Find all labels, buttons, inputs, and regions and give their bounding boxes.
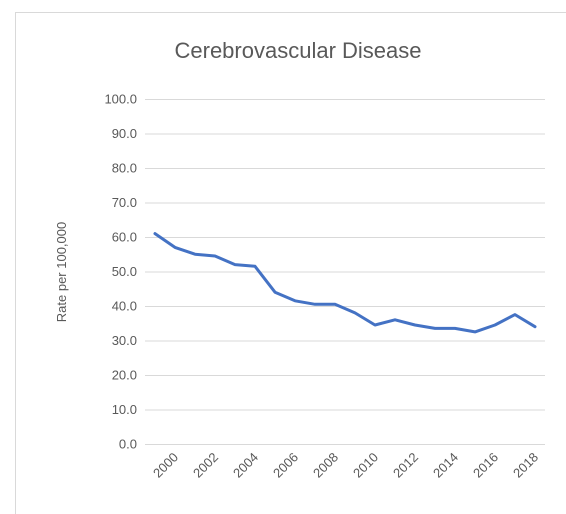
y-tick-label: 70.0 xyxy=(112,195,137,210)
x-tick-label: 2000 xyxy=(150,450,181,481)
y-tick-label: 50.0 xyxy=(112,264,137,279)
y-tick-label: 80.0 xyxy=(112,161,137,176)
x-tick-label: 2012 xyxy=(390,450,421,481)
chart-title: Cerebrovascular Disease xyxy=(175,38,422,63)
y-tick-label: 40.0 xyxy=(112,299,137,314)
x-tick-label: 2004 xyxy=(230,450,261,481)
y-tick-label: 30.0 xyxy=(112,333,137,348)
x-tick-label: 2002 xyxy=(190,450,221,481)
chart-frame xyxy=(15,12,566,514)
y-tick-label: 60.0 xyxy=(112,230,137,245)
x-tick-label: 2008 xyxy=(310,450,341,481)
x-tick-label: 2014 xyxy=(430,450,461,481)
x-tick-label: 2010 xyxy=(350,450,381,481)
y-tick-label: 20.0 xyxy=(112,368,137,383)
x-tick-label: 2018 xyxy=(510,450,541,481)
y-tick-label: 0.0 xyxy=(119,437,137,452)
x-tick-label: 2016 xyxy=(470,450,501,481)
data-line xyxy=(153,232,537,334)
y-tick-label: 90.0 xyxy=(112,126,137,141)
y-axis-label: Rate per 100,000 xyxy=(54,222,69,322)
y-tick-label: 100.0 xyxy=(104,92,137,107)
y-tick-label: 10.0 xyxy=(112,402,137,417)
x-tick-label: 2006 xyxy=(270,450,301,481)
